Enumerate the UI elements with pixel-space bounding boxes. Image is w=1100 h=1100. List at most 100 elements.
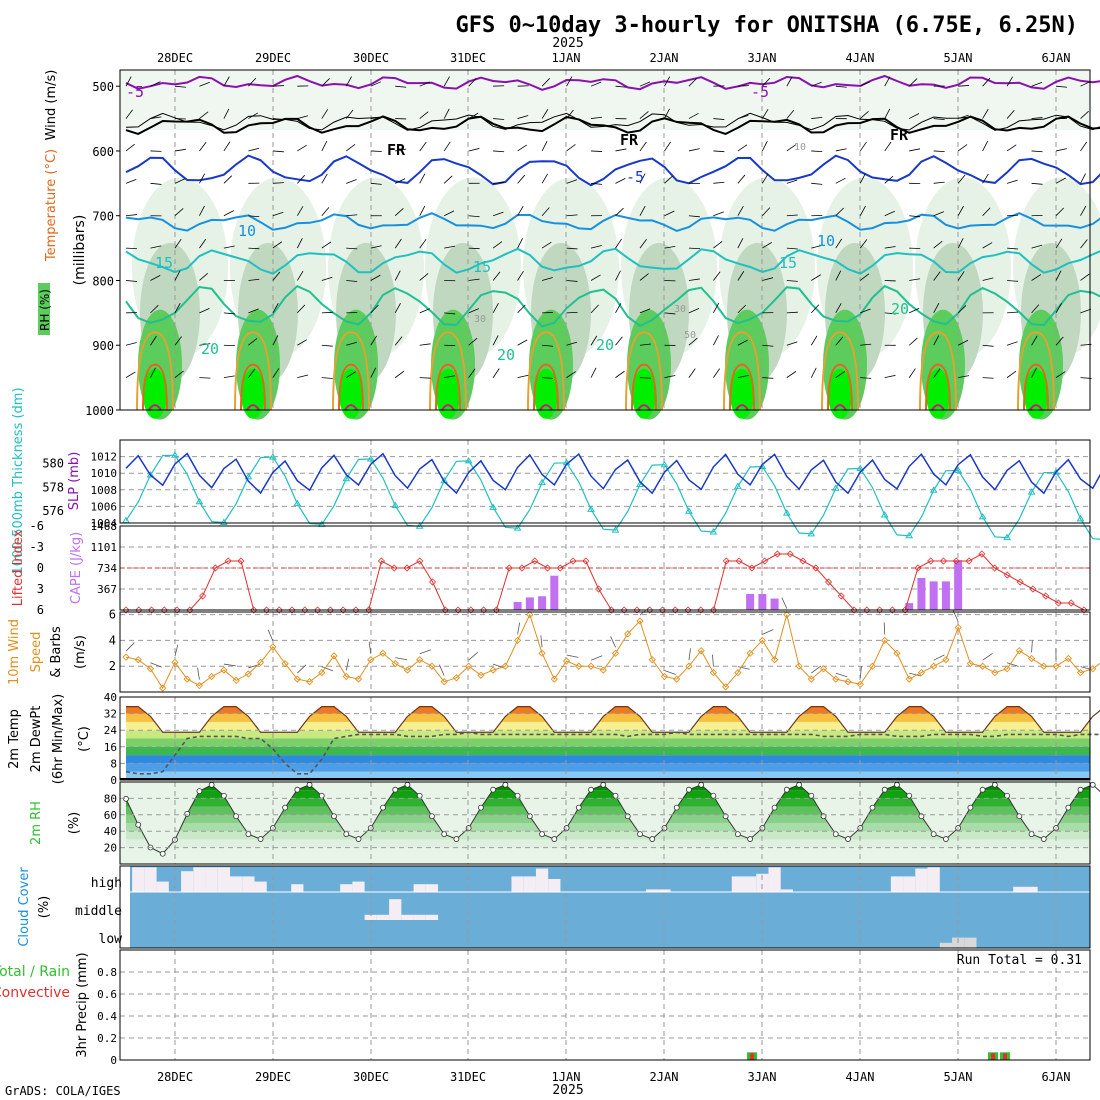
- wind-barb-10m: [835, 672, 848, 678]
- wind-barb-10m: [197, 667, 200, 680]
- wind-barb: [248, 338, 258, 346]
- wind-barb: [125, 178, 137, 184]
- wind-barb: [786, 144, 797, 152]
- rh-marker: [600, 781, 607, 788]
- wind-barb: [542, 377, 554, 379]
- day-label-bottom: 6JAN: [1042, 1070, 1071, 1084]
- wind-barb: [542, 344, 554, 347]
- contour-35-arch: [1029, 404, 1043, 411]
- li-marker: [467, 606, 475, 614]
- wind-barb: [541, 173, 548, 184]
- wind-barb: [566, 341, 578, 346]
- wind-barb: [517, 206, 524, 216]
- rh-marker: [967, 804, 974, 811]
- legend-rh-swatch: [38, 283, 50, 335]
- rh-marker: [771, 804, 778, 811]
- wind-barb: [199, 343, 211, 346]
- cloud-bar-high: [548, 879, 561, 892]
- wind-barb: [639, 81, 651, 87]
- wind-barb: [492, 335, 499, 346]
- rh-marker: [1077, 786, 1084, 793]
- wind-barb: [272, 118, 284, 120]
- wind-barb: [615, 148, 627, 152]
- wind-barb: [737, 271, 745, 281]
- wind-barb: [933, 181, 945, 184]
- wind-barb: [1006, 76, 1013, 87]
- cape-tick: 367: [97, 583, 117, 596]
- wind-barb: [248, 147, 260, 152]
- day-label-top: 3JAN: [748, 51, 777, 65]
- cloud-bar-high: [254, 881, 267, 892]
- contour-30-arch: [240, 363, 266, 411]
- li-marker: [978, 550, 986, 558]
- cape-tick: 734: [97, 562, 117, 575]
- thickness-marker: [244, 472, 253, 480]
- cape-bar: [746, 593, 755, 610]
- rh-marker: [832, 831, 839, 838]
- wind-barb: [933, 335, 940, 346]
- wind-barb: [786, 371, 797, 378]
- temp-band: [126, 706, 1090, 714]
- wind-barb: [125, 342, 137, 346]
- wind-barb: [248, 368, 256, 378]
- wind-barb: [688, 215, 700, 218]
- thickness-marker: [831, 484, 840, 491]
- contour-freezing-level: [125, 115, 1100, 135]
- wind-barb: [713, 241, 723, 249]
- rh-marker: [906, 792, 913, 799]
- wind-barb: [223, 210, 234, 217]
- thickness-marker: [538, 478, 546, 486]
- wind-barb: [957, 174, 966, 184]
- wind-barb: [835, 207, 844, 217]
- wind-barb: [1056, 85, 1068, 88]
- li-ylabel: Lifted Index: [11, 529, 26, 606]
- wind-barb: [492, 271, 501, 281]
- wind-barb: [272, 85, 284, 87]
- wind-barb: [125, 371, 136, 378]
- rh-blob-bright: [828, 368, 852, 419]
- wind-barb: [541, 78, 551, 87]
- cape-bar: [758, 593, 767, 610]
- wind-barb: [150, 304, 159, 314]
- wind-barb: [199, 205, 205, 216]
- thickness-line: [125, 454, 1100, 540]
- wind-barb: [933, 240, 943, 249]
- contour-10: [125, 212, 1100, 232]
- precip-tick: 0.4: [97, 1010, 117, 1023]
- pressure-tick: 500: [92, 80, 114, 94]
- wind-barb: [713, 271, 721, 281]
- wind-barb: [811, 117, 823, 119]
- contour-35-arch: [637, 404, 651, 411]
- rh-marker: [331, 813, 337, 820]
- wind-barb-10m: [223, 663, 236, 667]
- wind-barb-10m: [933, 654, 945, 661]
- wind-barb: [321, 377, 333, 379]
- wind-barb: [664, 375, 676, 379]
- cape-bar: [525, 597, 534, 610]
- wind-barb: [664, 76, 671, 87]
- rh-blob-bright: [436, 368, 460, 419]
- wind-barb: [443, 175, 453, 184]
- contour-35-arch: [833, 404, 847, 411]
- contour-35-arch: [246, 404, 260, 411]
- cloud-bar-high: [743, 876, 757, 892]
- wind-barb: [859, 111, 869, 119]
- li-marker: [939, 557, 948, 565]
- wind-barb: [860, 377, 872, 379]
- wind-barb: [1080, 273, 1090, 281]
- wind-barb: [688, 78, 697, 87]
- rh-marker: [783, 786, 790, 793]
- wind-barb: [125, 214, 137, 217]
- wind-barb: [468, 278, 480, 281]
- cape-bar: [538, 596, 547, 610]
- wind-barb: [541, 109, 549, 119]
- wind-barb: [125, 280, 137, 282]
- wind-barb: [811, 81, 822, 87]
- panels: 28DEC 28DEC 29DEC 29DEC 30DEC 30DEC 31DEC 31DEC…: [0, 51, 1100, 1084]
- rh-marker: [135, 821, 142, 828]
- cloud-bar-high: [535, 868, 549, 892]
- wind-barb: [150, 116, 162, 119]
- wind-barb: [835, 336, 844, 346]
- day-label-bottom: 28DEC: [157, 1070, 193, 1084]
- li-marker: [147, 606, 156, 614]
